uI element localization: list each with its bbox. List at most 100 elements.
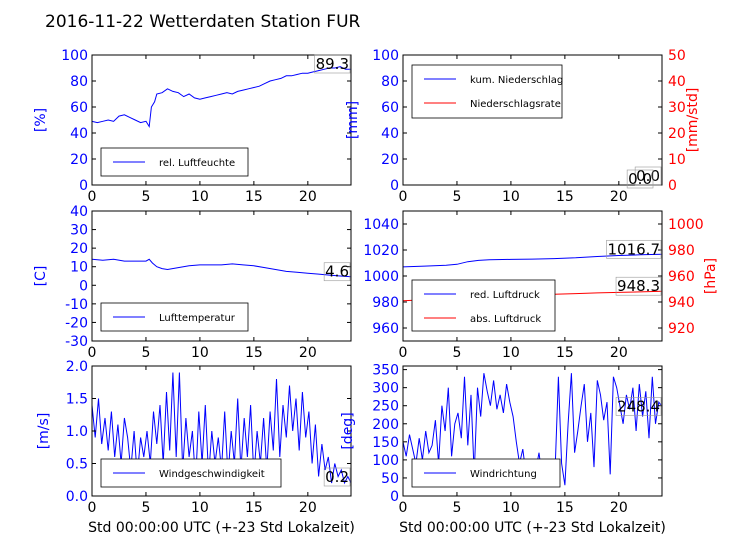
- x-tick-label: 5: [452, 189, 461, 205]
- legend-precipitation: kum. Niederschlag Niederschlagsrate: [411, 64, 563, 119]
- legend-temperature: Lufttemperatur: [100, 302, 249, 332]
- y-right-tick-label: 10: [668, 152, 686, 168]
- panel-windspeed: 0 5 10 15 20 0.0 0.5 1.0 1.5 2.0 [m/s] Std 00:00:00…: [36, 359, 355, 536]
- x-tick-label: 20: [610, 189, 628, 205]
- x-tick-label: 15: [556, 189, 574, 205]
- x-tick-label: 20: [610, 345, 628, 361]
- x-tick-label: 20: [299, 345, 317, 361]
- figure-title: 2016-11-22 Wetterdaten Station FUR: [45, 12, 361, 32]
- legend-box: [411, 64, 563, 119]
- y-tick-label: 0: [79, 278, 88, 294]
- legend-windspeed: Windgeschwindigkeit: [100, 458, 282, 488]
- legend-pressure: red. Luftdruck abs. Luftdruck: [411, 279, 556, 332]
- legend-label: rel. Luftfeuchte: [159, 158, 235, 169]
- y-tick-label: 20: [70, 241, 88, 257]
- y-axis-label: [%]: [33, 108, 49, 132]
- y-tick-label: 1040: [363, 217, 399, 233]
- y-right-tick-label: 1000: [668, 217, 704, 233]
- y-tick-label: 350: [372, 363, 399, 379]
- y-tick-label: -30: [65, 334, 88, 350]
- y-tick-label: 80: [70, 74, 88, 90]
- y-tick-label: 1000: [363, 269, 399, 285]
- x-tick-label: 15: [556, 345, 574, 361]
- x-axis-label: Std 00:00:00 UTC (+-23 Std Lokalzeit): [399, 520, 666, 536]
- plot-frame-humidity: [91, 54, 352, 186]
- plot-frame-temperature: [91, 210, 352, 342]
- last-value-label-box: [606, 239, 662, 259]
- y-tick-label: 60: [70, 100, 88, 116]
- panel-temperature: 0 5 10 15 20 -30 -20 -10 0 10 20 30 40 [C] Lufttempera…: [33, 204, 352, 361]
- y-tick-label: 10: [70, 260, 88, 276]
- series-line-temperature-0: [92, 258, 351, 278]
- last-value-label-box: [615, 397, 662, 416]
- x-tick-label: 0: [399, 189, 408, 205]
- y-right-tick-label: 940: [668, 295, 695, 311]
- x-tick-label: 15: [245, 189, 263, 205]
- legend-label: red. Luftdruck: [470, 290, 540, 301]
- x-tick-label: 5: [141, 189, 150, 205]
- last-value-label-box: [323, 467, 351, 487]
- legend-box: [411, 279, 556, 332]
- last-value-label-box: [323, 262, 351, 282]
- x-tick-label: 20: [610, 500, 628, 516]
- y-right-tick-label: 30: [668, 100, 686, 116]
- x-tick-label: 5: [452, 500, 461, 516]
- last-value-label-box: [314, 54, 351, 74]
- y-tick-label: -10: [65, 297, 88, 313]
- y-tick-label: 0.5: [66, 457, 88, 473]
- y-tick-label: -20: [65, 315, 88, 331]
- x-tick-label: 0: [88, 345, 97, 361]
- legend-label: kum. Niederschlag: [470, 75, 563, 86]
- y-tick-label: 1.5: [66, 392, 88, 408]
- y-right-tick-label: 20: [668, 126, 686, 142]
- y-axis-label: [mm]: [345, 101, 361, 139]
- y-tick-label: 250: [372, 399, 399, 415]
- last-value-label: 0.2: [325, 468, 349, 486]
- y-right-tick-label: 0: [668, 178, 677, 194]
- panel-pressure: 0 5 10 15 20 960 980 1000 1020 1040 920 940 960 980 10…: [363, 210, 719, 361]
- x-tick-label: 0: [399, 500, 408, 516]
- y-tick-label: 100: [372, 48, 399, 64]
- last-value-label: 89.3: [316, 55, 349, 73]
- y-tick-label: 20: [381, 152, 399, 168]
- y-tick-label: 980: [372, 295, 399, 311]
- y-tick-label: 100: [61, 48, 88, 64]
- x-tick-label: 5: [141, 345, 150, 361]
- panel-humidity: 0 5 10 15 20 0 20 40 60 80 100 [%] rel. Luftfeuchte 8…: [33, 48, 352, 205]
- y-tick-label: 0: [390, 489, 399, 505]
- x-tick-label: 15: [245, 345, 263, 361]
- y-right-tick-label: 40: [668, 74, 686, 90]
- y-tick-label: 30: [70, 223, 88, 239]
- last-value-label-2: 948.3: [617, 277, 660, 295]
- y-tick-label: 2.0: [66, 359, 88, 375]
- y-tick-label: 20: [70, 152, 88, 168]
- y-tick-label: 1020: [363, 243, 399, 259]
- legend-label: Windrichtung: [470, 469, 537, 480]
- y-tick-label: 0.0: [66, 489, 88, 505]
- y-right-tick-label: 920: [668, 321, 695, 337]
- legend-humidity: rel. Luftfeuchte: [100, 147, 249, 177]
- y-tick-label: 1.0: [66, 424, 88, 440]
- x-tick-label: 5: [452, 345, 461, 361]
- series-line-pressure-0: [403, 253, 662, 268]
- y-tick-label: 40: [381, 126, 399, 142]
- y-axis-label: [deg]: [340, 412, 356, 449]
- legend-winddirection: Windrichtung: [411, 458, 561, 488]
- y-tick-label: 40: [70, 204, 88, 220]
- y-right-tick-label: 980: [668, 243, 695, 259]
- y-axis-label: [m/s]: [36, 413, 52, 450]
- x-tick-label: 5: [141, 500, 150, 516]
- y-axis-label: [C]: [33, 266, 49, 287]
- x-tick-label: 10: [191, 189, 209, 205]
- y-tick-label: 960: [372, 321, 399, 337]
- y-tick-label: 50: [381, 471, 399, 487]
- x-tick-label: 10: [502, 189, 520, 205]
- legend-label: Windgeschwindigkeit: [159, 469, 265, 480]
- x-tick-label: 10: [191, 345, 209, 361]
- x-tick-label: 0: [399, 345, 408, 361]
- x-tick-label: 15: [245, 500, 263, 516]
- y-tick-label: 300: [372, 381, 399, 397]
- x-tick-label: 10: [502, 345, 520, 361]
- panel-precipitation: 0 5 10 15 20 0 20 40 60 80 100 0 10 20 30 40 50 [mm] [mm/s…: [345, 48, 701, 205]
